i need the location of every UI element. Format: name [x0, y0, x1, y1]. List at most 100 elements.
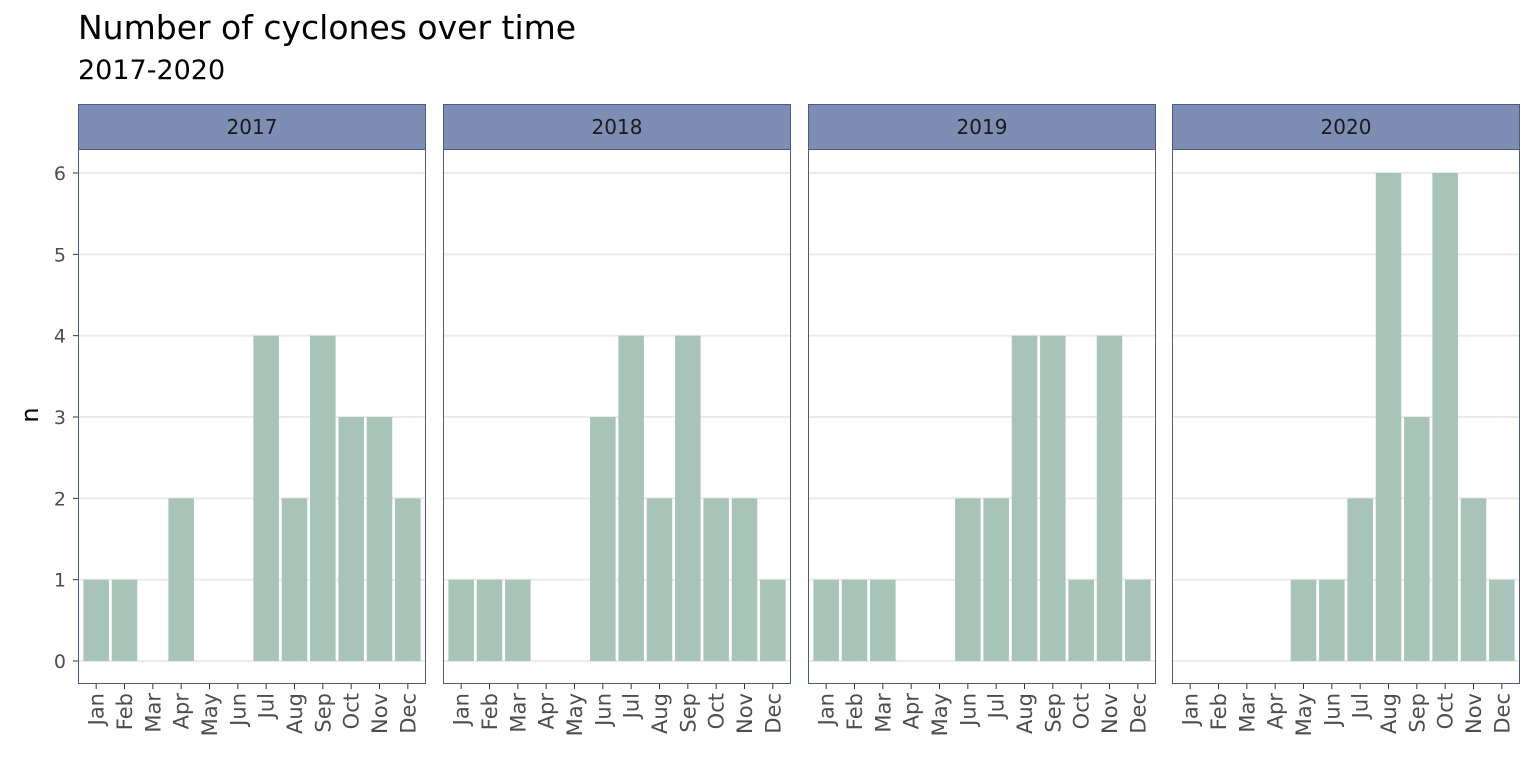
bar	[1125, 579, 1151, 661]
bar	[813, 579, 839, 661]
bar	[1096, 335, 1123, 661]
bar	[1068, 579, 1094, 661]
x-tick-label: Feb	[478, 693, 502, 730]
panel-border	[808, 149, 1156, 684]
x-tick-label: Oct	[1434, 693, 1458, 729]
x-tick-label: Aug	[1013, 693, 1037, 734]
bar	[1319, 579, 1345, 661]
bar	[338, 417, 364, 661]
facet-strip	[1172, 104, 1520, 150]
panel-border	[78, 149, 426, 684]
bar	[476, 579, 503, 661]
x-tick-label: Nov	[733, 693, 757, 734]
bar	[281, 498, 308, 661]
bar	[760, 579, 786, 661]
panel-border	[1172, 149, 1520, 684]
x-tick-label: Jul	[985, 693, 1009, 720]
y-axis-label: n	[16, 407, 44, 422]
x-tick-label: Aug	[1377, 693, 1401, 734]
bar	[111, 579, 138, 661]
x-tick-label: Jan	[1179, 693, 1203, 727]
bar	[590, 417, 616, 661]
x-tick-label: Feb	[843, 693, 867, 730]
x-tick-label: Jun	[956, 693, 980, 728]
bar	[366, 417, 393, 661]
x-tick-label: Apr	[535, 693, 559, 730]
x-tick-label: Dec	[761, 693, 785, 734]
bar	[168, 498, 194, 661]
facet-strip	[808, 104, 1156, 150]
y-tick-label: 1	[54, 570, 66, 592]
x-tick-label: Apr	[900, 693, 924, 730]
x-tick-label: Nov	[368, 693, 392, 734]
bar	[1040, 335, 1066, 661]
x-tick-label: May	[1292, 693, 1316, 736]
chart-title: Number of cyclones over time	[78, 8, 577, 47]
x-tick-label: Jul	[1349, 693, 1373, 720]
x-tick-label: Sep	[676, 693, 700, 733]
chart-subtitle: 2017-2020	[78, 55, 226, 86]
x-tick-label: Feb	[113, 693, 137, 730]
x-tick-label: Jun	[591, 693, 615, 728]
x-tick-label: Sep	[1405, 693, 1429, 733]
bar	[646, 498, 673, 661]
bar	[1404, 417, 1430, 661]
y-tick-label: 4	[54, 326, 66, 348]
bar	[1375, 173, 1402, 661]
bar	[1347, 498, 1373, 661]
x-tick-label: Jan	[815, 693, 839, 727]
bar	[1011, 335, 1038, 661]
y-tick-label: 3	[54, 407, 66, 429]
x-tick-label: May	[563, 693, 587, 736]
x-tick-label: Mar	[871, 693, 895, 733]
x-tick-label: Jan	[450, 693, 474, 727]
x-tick-label: Mar	[141, 693, 165, 733]
x-tick-label: Apr	[1264, 693, 1288, 730]
x-tick-label: Dec	[1490, 693, 1514, 734]
y-tick-label: 2	[54, 488, 66, 510]
bar	[983, 498, 1009, 661]
x-tick-label: Jan	[85, 693, 109, 727]
x-tick-label: Jun	[1320, 693, 1344, 728]
facet-label: 2019	[957, 115, 1008, 139]
y-tick-label: 5	[54, 244, 66, 266]
bar	[731, 498, 758, 661]
bar	[955, 498, 981, 661]
x-tick-label: Oct	[1070, 693, 1094, 729]
x-tick-label: Sep	[311, 693, 335, 733]
bar	[448, 579, 474, 661]
x-tick-label: Nov	[1098, 693, 1122, 734]
facet-strip	[78, 104, 426, 150]
x-tick-label: Jun	[226, 693, 250, 728]
x-tick-label: May	[928, 693, 952, 736]
bar	[841, 579, 868, 661]
bar	[1432, 173, 1458, 661]
bar	[253, 335, 279, 661]
facet-label: 2018	[592, 115, 643, 139]
x-tick-label: Dec	[396, 693, 420, 734]
x-tick-label: Aug	[648, 693, 672, 734]
x-tick-label: Mar	[1235, 693, 1259, 733]
bar	[703, 498, 729, 661]
y-tick-label: 6	[54, 163, 66, 185]
x-tick-label: Aug	[283, 693, 307, 734]
bar	[1290, 579, 1317, 661]
panel-border	[443, 149, 791, 684]
y-tick-label: 0	[54, 651, 66, 673]
x-tick-label: Sep	[1041, 693, 1065, 733]
x-tick-label: May	[198, 693, 222, 736]
bar	[870, 579, 896, 661]
bar	[83, 579, 109, 661]
bar	[1460, 498, 1487, 661]
bar	[618, 335, 644, 661]
bar	[395, 498, 421, 661]
bar	[675, 335, 701, 661]
x-tick-label: Oct	[705, 693, 729, 729]
x-tick-label: Nov	[1462, 693, 1486, 734]
x-tick-label: Feb	[1207, 693, 1231, 730]
bar	[1489, 579, 1515, 661]
facet-label: 2017	[227, 115, 278, 139]
x-tick-label: Apr	[170, 693, 194, 730]
x-tick-label: Mar	[506, 693, 530, 733]
